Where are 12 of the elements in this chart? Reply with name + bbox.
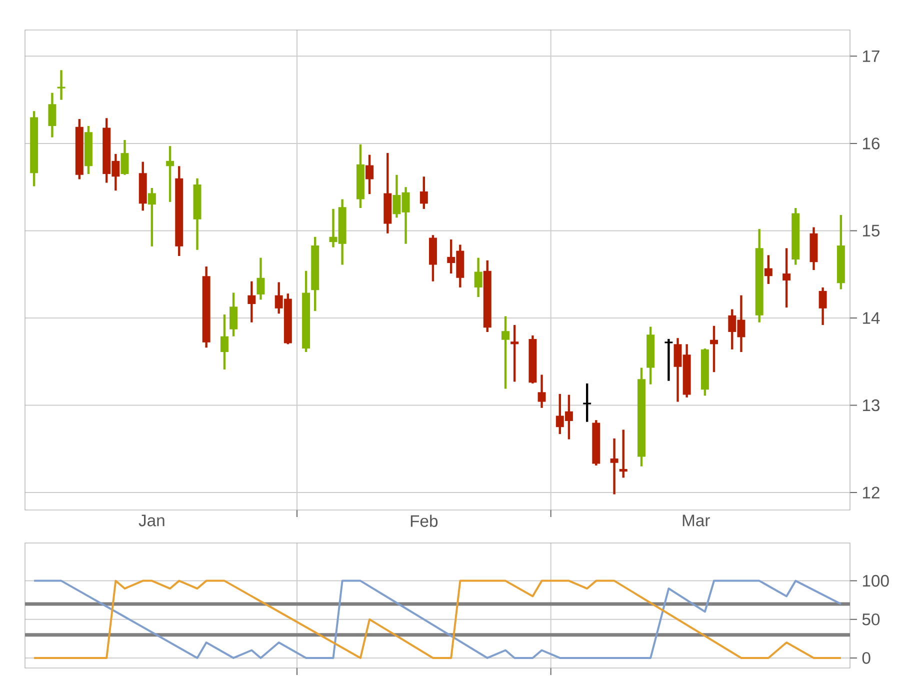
x-tick-label: Jan — [138, 514, 164, 526]
y-tick-label: 0 — [862, 652, 870, 664]
y-tick-label: 13 — [862, 399, 880, 412]
y-tick-label: 100 — [862, 574, 889, 587]
y-tick-label: 12 — [862, 486, 880, 498]
x-tick-label: Feb — [410, 514, 438, 527]
y-tick-label: 16 — [862, 138, 880, 150]
y-tick-label: 50 — [862, 614, 880, 626]
y-tick-label: 14 — [862, 312, 880, 324]
y-tick-label: 15 — [862, 224, 880, 237]
x-tick-label: Mar — [682, 514, 710, 526]
y-tick-label: 17 — [862, 50, 880, 62]
